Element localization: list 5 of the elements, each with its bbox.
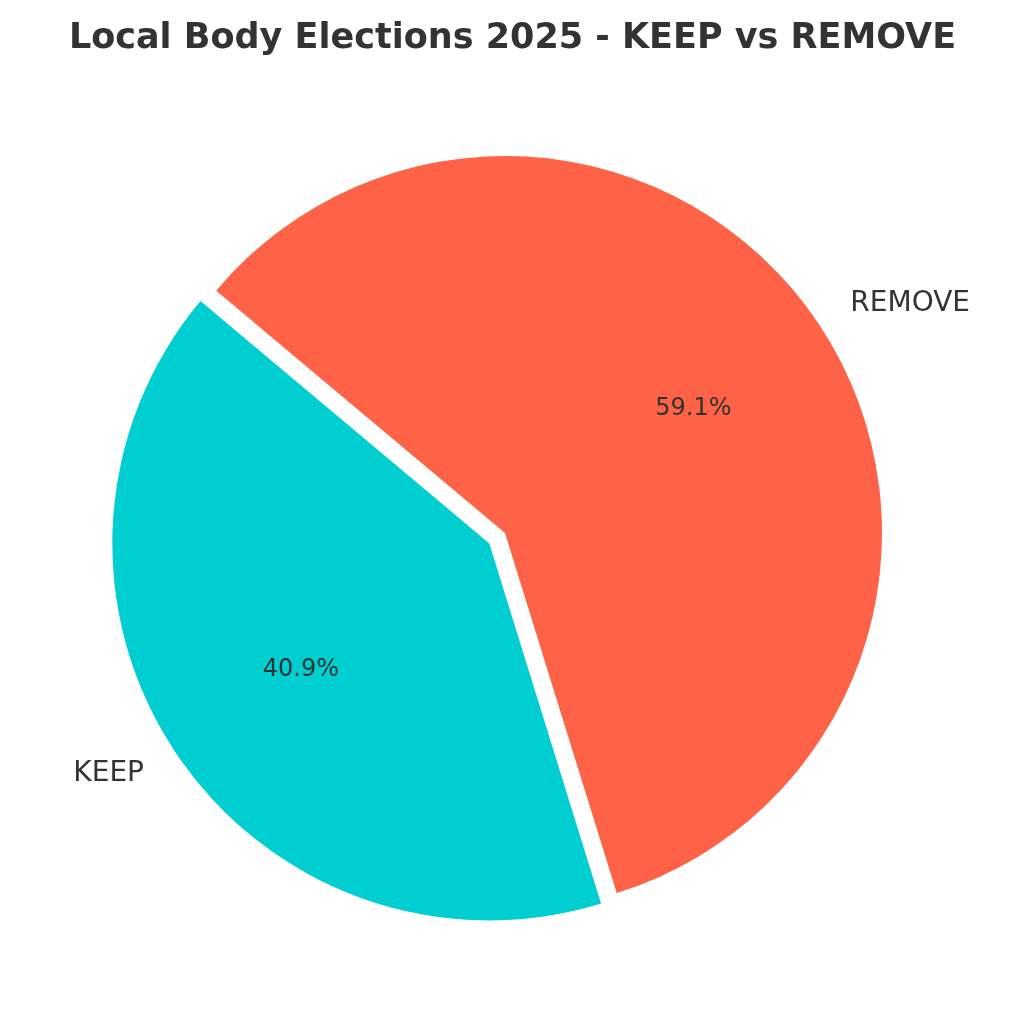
data-label: 40.9%: [262, 653, 340, 682]
chart-title: Local Body Elections 2025 - KEEP vs REMOVE: [68, 16, 957, 56]
data-label: 59.1%: [655, 392, 732, 421]
slice-label: KEEP: [73, 755, 144, 789]
slice-label: REMOVE: [850, 285, 971, 319]
